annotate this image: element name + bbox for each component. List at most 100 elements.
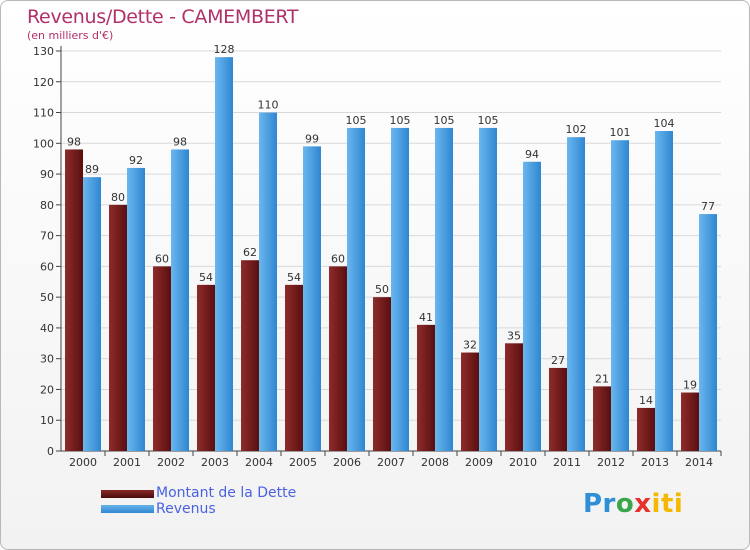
bar-revenus bbox=[83, 177, 101, 451]
data-label-dette: 98 bbox=[67, 135, 81, 148]
legend-swatch-revenus bbox=[101, 505, 154, 513]
legend-label-revenus: Revenus bbox=[156, 501, 216, 517]
x-tick-label: 2008 bbox=[421, 456, 449, 469]
y-tick-label: 20 bbox=[40, 383, 54, 396]
legend-swatch-dette bbox=[101, 490, 154, 498]
data-label-revenus: 99 bbox=[305, 132, 319, 145]
data-label-revenus: 104 bbox=[654, 117, 675, 130]
x-tick-label: 2013 bbox=[641, 456, 669, 469]
x-tick-label: 2007 bbox=[377, 456, 405, 469]
bar-dette bbox=[65, 149, 83, 451]
x-tick-label: 2006 bbox=[333, 456, 361, 469]
legend-label-dette: Montant de la Dette bbox=[156, 485, 297, 501]
x-tick-label: 2009 bbox=[465, 456, 493, 469]
y-tick-label: 10 bbox=[40, 414, 54, 427]
data-label-dette: 62 bbox=[243, 246, 257, 259]
bar-dette bbox=[241, 260, 259, 451]
data-label-dette: 54 bbox=[287, 271, 301, 284]
chart-subtitle: (en milliers d'€) bbox=[27, 29, 114, 42]
bar-dette bbox=[549, 367, 567, 451]
bar-revenus bbox=[699, 214, 717, 451]
bar-dette bbox=[285, 284, 303, 451]
axis-layer: 0 10 20 30 40 50 60 70 80 90 100 110 120 130 2000 2001 2… bbox=[33, 45, 722, 469]
data-label-dette: 50 bbox=[375, 283, 389, 296]
x-tick-label: 2010 bbox=[509, 456, 537, 469]
data-label-revenus: 105 bbox=[346, 114, 367, 127]
data-label-revenus: 102 bbox=[566, 123, 587, 136]
bar-revenus bbox=[655, 131, 673, 451]
x-tick-label: 2012 bbox=[597, 456, 625, 469]
bar-revenus bbox=[347, 127, 365, 451]
y-tick-label: 0 bbox=[47, 445, 54, 458]
y-tick-label: 30 bbox=[40, 353, 54, 366]
data-label-dette: 60 bbox=[155, 252, 169, 265]
data-label-revenus: 101 bbox=[610, 126, 631, 139]
y-tick-label: 110 bbox=[33, 107, 54, 120]
bar-dette bbox=[681, 392, 699, 451]
bar-revenus bbox=[259, 112, 277, 452]
data-label-dette: 21 bbox=[595, 372, 609, 385]
data-label-dette: 60 bbox=[331, 252, 345, 265]
x-tick-label: 2000 bbox=[69, 456, 97, 469]
data-label-dette: 27 bbox=[551, 354, 565, 367]
data-label-dette: 19 bbox=[683, 379, 697, 392]
y-tick-label: 60 bbox=[40, 260, 54, 273]
data-label-dette: 32 bbox=[463, 339, 477, 352]
data-labels-layer: 98 89 80 92 60 98 54 128 62 110 54 99 60 105 50 105 41 10… bbox=[67, 43, 715, 407]
bar-dette bbox=[373, 297, 391, 451]
bar-dette bbox=[109, 204, 127, 451]
data-label-dette: 41 bbox=[419, 311, 433, 324]
x-tick-label: 2001 bbox=[113, 456, 141, 469]
bar-revenus bbox=[611, 140, 629, 451]
bar-revenus bbox=[479, 127, 497, 451]
bar-dette bbox=[417, 324, 435, 451]
x-tick-label: 2002 bbox=[157, 456, 185, 469]
data-label-revenus: 105 bbox=[478, 114, 499, 127]
bar-revenus bbox=[391, 127, 409, 451]
y-tick-label: 80 bbox=[40, 199, 54, 212]
bar-dette bbox=[329, 266, 347, 451]
y-tick-label: 90 bbox=[40, 168, 54, 181]
bar-revenus bbox=[435, 127, 453, 451]
y-tick-label: 40 bbox=[40, 322, 54, 335]
bar-dette bbox=[461, 352, 479, 451]
x-tick-label: 2014 bbox=[685, 456, 713, 469]
x-tick-label: 2004 bbox=[245, 456, 273, 469]
data-label-revenus: 94 bbox=[525, 148, 539, 161]
data-label-revenus: 92 bbox=[129, 154, 143, 167]
bar-dette bbox=[593, 386, 611, 451]
proxiti-logo: Proxiti bbox=[583, 489, 684, 519]
data-label-revenus: 110 bbox=[258, 99, 279, 112]
data-label-revenus: 105 bbox=[390, 114, 411, 127]
data-label-dette: 54 bbox=[199, 271, 213, 284]
bar-dette bbox=[197, 284, 215, 451]
y-tick-label: 50 bbox=[40, 291, 54, 304]
x-tick-label: 2011 bbox=[553, 456, 581, 469]
data-label-dette: 35 bbox=[507, 329, 521, 342]
bar-dette bbox=[637, 407, 655, 451]
bars-layer bbox=[65, 57, 717, 452]
data-label-dette: 80 bbox=[111, 191, 125, 204]
y-tick-label: 100 bbox=[33, 137, 54, 150]
x-tick-label: 2005 bbox=[289, 456, 317, 469]
chart-title: Revenus/Dette - CAMEMBERT bbox=[27, 6, 299, 28]
y-tick-label: 120 bbox=[33, 76, 54, 89]
data-label-revenus: 89 bbox=[85, 163, 99, 176]
bar-revenus bbox=[303, 146, 321, 451]
data-label-revenus: 128 bbox=[214, 43, 235, 56]
data-label-dette: 14 bbox=[639, 394, 653, 407]
bar-revenus bbox=[523, 161, 541, 451]
bar-dette bbox=[505, 343, 523, 451]
data-label-revenus: 98 bbox=[173, 135, 187, 148]
data-label-revenus: 105 bbox=[434, 114, 455, 127]
bar-revenus bbox=[567, 137, 585, 451]
bar-revenus bbox=[171, 149, 189, 451]
y-tick-label: 130 bbox=[33, 45, 54, 58]
y-tick-label: 70 bbox=[40, 230, 54, 243]
data-label-revenus: 77 bbox=[701, 200, 715, 213]
bar-revenus bbox=[215, 57, 233, 452]
bar-revenus bbox=[127, 167, 145, 451]
x-tick-label: 2003 bbox=[201, 456, 229, 469]
